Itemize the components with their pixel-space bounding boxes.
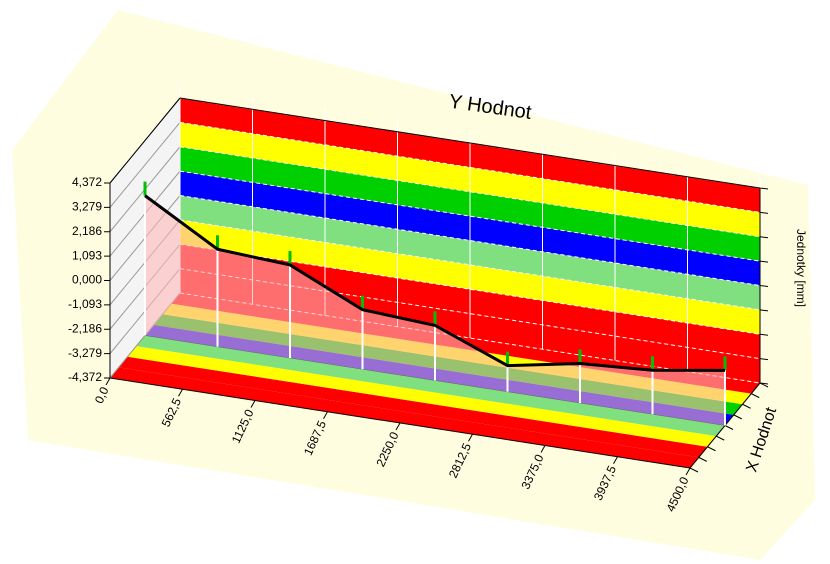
series-line (144, 194, 726, 372)
z-tick (689, 467, 699, 473)
z-tick (724, 425, 734, 430)
y-tick-label: 0,000 (72, 273, 102, 287)
axis-line (109, 97, 181, 184)
y-tick (759, 236, 769, 239)
y-tick (759, 285, 769, 287)
z-tick (742, 403, 751, 409)
floor-band (118, 356, 708, 458)
floor-band (127, 346, 717, 447)
y-tick-label: -1,093 (68, 297, 102, 311)
z-tick (751, 393, 760, 399)
x-tick (105, 377, 111, 386)
y-tick-label: -4,372 (68, 370, 102, 384)
x-tick (685, 467, 691, 476)
x-tick (395, 422, 401, 431)
grid-line (109, 122, 181, 208)
z-tick (716, 435, 725, 441)
x-tick-label: 0,0 (92, 384, 112, 405)
x-tick (323, 411, 328, 419)
y-tick (759, 333, 769, 336)
y-tick (759, 187, 769, 190)
x-tick (178, 389, 183, 397)
y-tick (759, 260, 769, 263)
y-tick-label: 1,093 (72, 248, 102, 262)
y-tick-label: 4,372 (72, 175, 102, 189)
x-tick (250, 400, 256, 408)
z-tick (733, 414, 742, 420)
axis-line (109, 377, 691, 469)
axis-line (179, 97, 761, 189)
z-tick (759, 382, 769, 388)
x-tick (613, 456, 618, 464)
y-tick-label: -2,186 (68, 321, 102, 335)
y-tick-label: 3,279 (72, 200, 102, 214)
z-tick (707, 446, 716, 452)
z-tick (698, 456, 707, 462)
x-tick (540, 445, 546, 453)
y-tick (759, 309, 769, 312)
floor-band (110, 367, 699, 468)
y-tick-label: -3,279 (68, 346, 102, 360)
floor-band (136, 335, 725, 437)
y-tick (759, 211, 769, 214)
y-tick-label: 2,186 (72, 224, 102, 238)
y-axis-label: Jednotky [mm] (794, 229, 808, 307)
y-tick (759, 358, 769, 361)
x-tick (468, 434, 473, 442)
